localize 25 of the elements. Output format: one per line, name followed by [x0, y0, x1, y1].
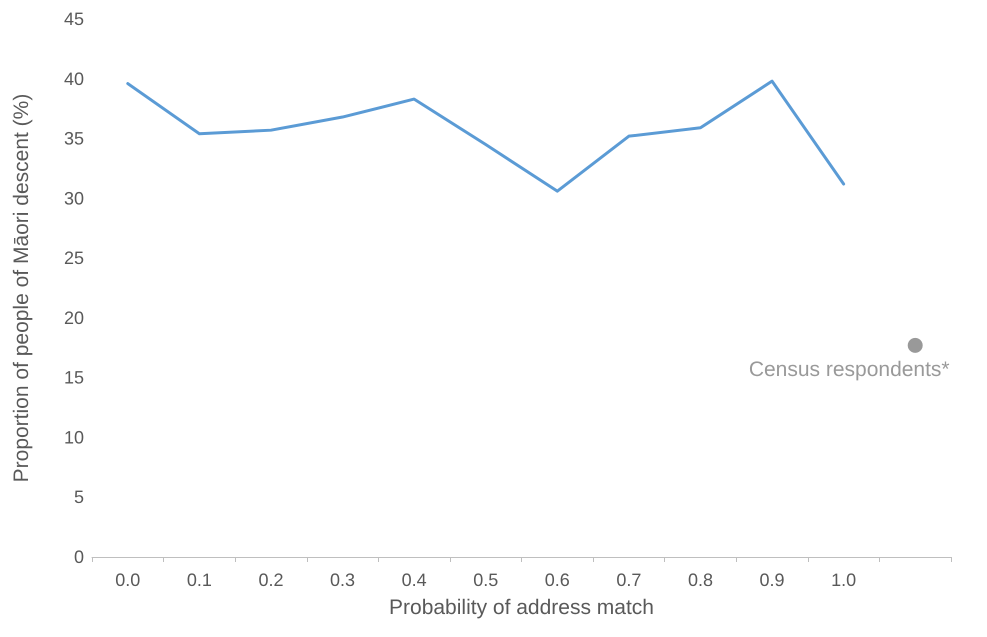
y-tick-label: 40: [64, 68, 84, 89]
y-tick-label: 30: [64, 188, 84, 208]
x-tick-label: 0.0: [115, 570, 140, 590]
x-tick-label: 0.5: [473, 570, 498, 590]
x-tick-label: 0.7: [616, 570, 642, 590]
series-label: Census respondents*: [748, 358, 950, 381]
x-tick-label: 0.1: [186, 570, 212, 590]
y-tick-label: 35: [64, 128, 84, 149]
y-tick-label: 5: [74, 487, 84, 508]
x-tick-label: 0.8: [688, 570, 713, 590]
x-tick-label: 0.9: [760, 570, 785, 590]
x-tick-label: 0.3: [330, 570, 356, 590]
line-series: [126, 80, 846, 193]
x-tick-label: 0.4: [402, 570, 427, 590]
y-tick-label: 20: [64, 308, 84, 328]
y-tick-label: 25: [64, 248, 84, 268]
y-axis-title: Proportion of people of Māori descent (%): [10, 94, 33, 482]
y-tick-label: 10: [64, 427, 84, 448]
y-tick-label: 45: [64, 9, 84, 29]
y-tick-label: 15: [64, 368, 84, 388]
y-tick-label: 0: [74, 547, 84, 567]
x-tick-label: 0.6: [544, 570, 570, 590]
x-tick-label: 1.0: [831, 570, 856, 590]
x-axis-title: Probability of address match: [389, 596, 654, 619]
x-tick-label: 0.2: [258, 570, 284, 590]
